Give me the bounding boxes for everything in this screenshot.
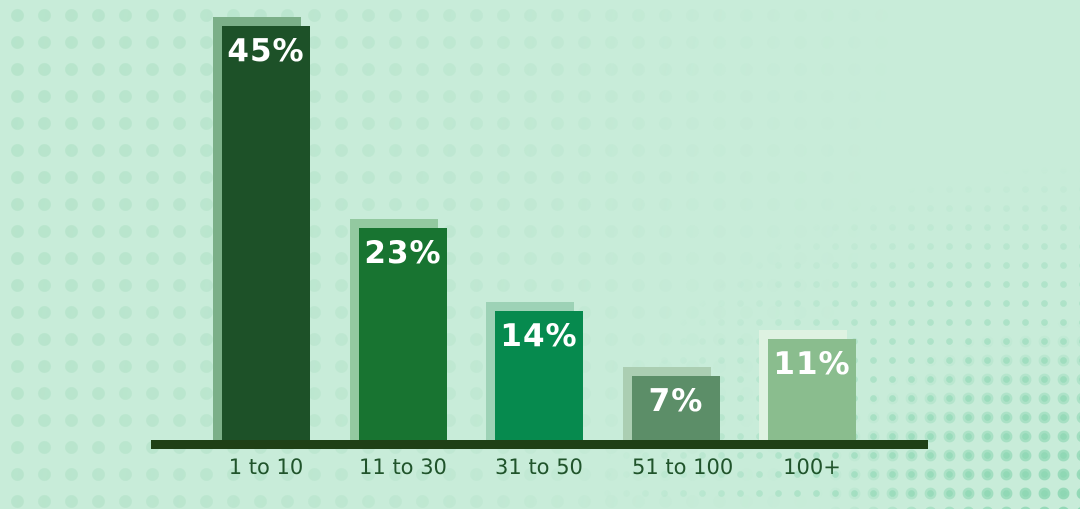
bar-category-label: 51 to 100 xyxy=(632,455,734,479)
bar: 11% xyxy=(768,339,856,440)
x-axis-baseline xyxy=(151,440,928,449)
bar-category-label: 11 to 30 xyxy=(359,455,447,479)
bar: 14% xyxy=(495,311,583,440)
bar-category-label: 31 to 50 xyxy=(495,455,583,479)
bar-group: 7% 51 to 100 xyxy=(623,367,733,479)
bar-group: 11% 100+ xyxy=(759,330,856,479)
bar-group: 14% 31 to 50 xyxy=(486,302,583,479)
bar-category-label: 1 to 10 xyxy=(228,455,304,479)
bar-value-label: 7% xyxy=(648,383,704,419)
bar: 23% xyxy=(359,228,447,440)
bar-value-label: 45% xyxy=(227,33,305,69)
bar-group: 45% 1 to 10 xyxy=(213,17,310,479)
bar: 7% xyxy=(632,376,720,440)
bar-group: 23% 11 to 30 xyxy=(350,219,447,479)
bar-value-label: 14% xyxy=(500,318,578,354)
bar-value-label: 11% xyxy=(773,346,851,382)
bar-category-label: 100+ xyxy=(783,455,841,479)
bar-value-label: 23% xyxy=(364,235,442,271)
bar: 45% xyxy=(222,26,310,440)
